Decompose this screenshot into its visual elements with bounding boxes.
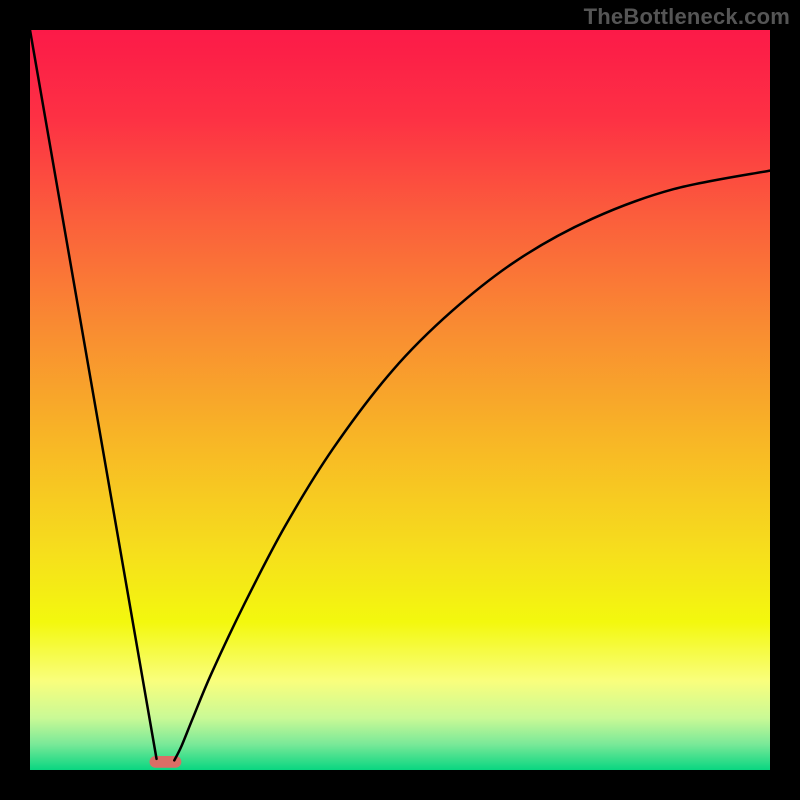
bottleneck-chart <box>0 0 800 800</box>
plot-background <box>30 30 770 770</box>
watermark-text: TheBottleneck.com <box>584 4 790 30</box>
chart-container: TheBottleneck.com <box>0 0 800 800</box>
